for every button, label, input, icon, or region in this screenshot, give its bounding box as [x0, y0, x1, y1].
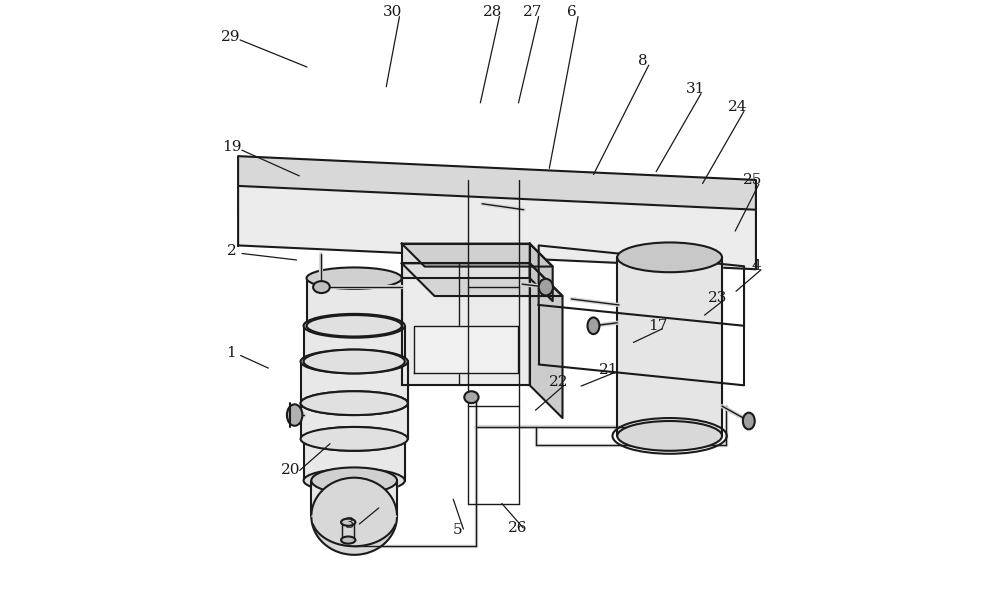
Ellipse shape — [587, 318, 599, 334]
Polygon shape — [402, 263, 530, 385]
Text: 4: 4 — [751, 260, 761, 273]
Polygon shape — [304, 326, 405, 362]
Ellipse shape — [301, 427, 408, 451]
Polygon shape — [307, 278, 402, 326]
Text: 24: 24 — [728, 100, 748, 114]
Text: 6: 6 — [567, 5, 576, 19]
Polygon shape — [304, 439, 405, 481]
Ellipse shape — [743, 413, 755, 429]
Ellipse shape — [617, 242, 722, 272]
Text: 27: 27 — [522, 5, 542, 19]
Ellipse shape — [287, 404, 302, 426]
Ellipse shape — [464, 391, 479, 403]
Ellipse shape — [539, 279, 553, 295]
Ellipse shape — [304, 314, 405, 338]
Text: 17: 17 — [648, 319, 667, 332]
Polygon shape — [238, 156, 756, 239]
Ellipse shape — [304, 469, 405, 492]
Ellipse shape — [301, 391, 408, 415]
Ellipse shape — [341, 536, 355, 544]
Ellipse shape — [304, 427, 405, 451]
Text: 20: 20 — [281, 463, 300, 477]
Polygon shape — [530, 243, 553, 301]
Text: 28: 28 — [483, 5, 503, 19]
Polygon shape — [301, 403, 408, 439]
Ellipse shape — [301, 391, 408, 415]
Polygon shape — [402, 263, 562, 296]
Text: 1: 1 — [226, 346, 236, 359]
Polygon shape — [301, 362, 408, 403]
Ellipse shape — [304, 350, 405, 373]
Polygon shape — [238, 186, 756, 269]
Polygon shape — [402, 243, 553, 267]
Text: 2: 2 — [227, 245, 237, 258]
Polygon shape — [617, 257, 722, 436]
Ellipse shape — [307, 315, 402, 337]
Polygon shape — [414, 326, 518, 373]
Ellipse shape — [341, 518, 355, 526]
Polygon shape — [402, 243, 530, 278]
Text: 30: 30 — [383, 5, 403, 19]
Text: 31: 31 — [686, 83, 705, 96]
Ellipse shape — [313, 281, 330, 293]
Text: 3: 3 — [345, 517, 355, 531]
Polygon shape — [530, 263, 562, 418]
Text: 22: 22 — [549, 376, 568, 389]
Text: 23: 23 — [708, 291, 727, 305]
Text: 21: 21 — [599, 364, 618, 377]
Polygon shape — [311, 481, 397, 516]
Text: 25: 25 — [743, 173, 763, 187]
Text: 8: 8 — [638, 54, 648, 68]
Text: 26: 26 — [508, 521, 528, 535]
Ellipse shape — [311, 478, 397, 555]
Text: 29: 29 — [221, 30, 240, 44]
Ellipse shape — [301, 350, 408, 373]
Text: 19: 19 — [222, 140, 242, 154]
Ellipse shape — [617, 421, 722, 451]
Ellipse shape — [307, 267, 402, 289]
Ellipse shape — [311, 468, 397, 493]
Text: 5: 5 — [452, 523, 462, 537]
